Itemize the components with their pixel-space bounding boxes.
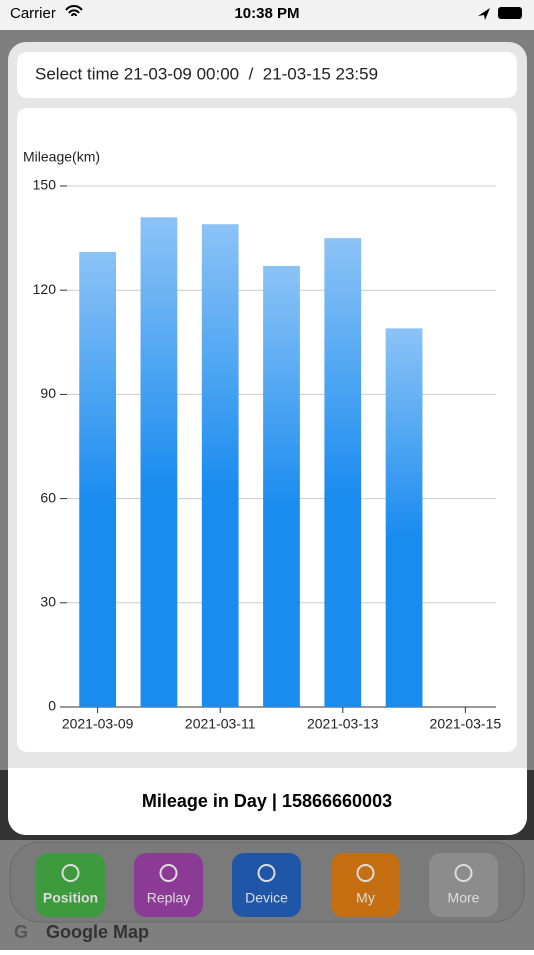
carrier: Carrier	[10, 5, 56, 22]
tab-button[interactable]	[134, 853, 203, 917]
status-bar	[0, 0, 534, 30]
tab-label[interactable]: My	[356, 890, 375, 906]
google-g: G	[14, 922, 28, 942]
y-tick-label: 60	[40, 489, 56, 505]
location-icon	[478, 8, 490, 20]
y-tick-label: 150	[33, 177, 57, 193]
map-label: Google Map	[46, 922, 149, 942]
tab-icon	[257, 864, 276, 882]
time-box[interactable]	[17, 52, 517, 98]
tab-icon	[454, 864, 473, 882]
wifi-icon	[65, 5, 83, 17]
bar	[140, 217, 178, 707]
battery-icon	[498, 7, 522, 19]
y-axis-label: Mileage(km)	[23, 149, 100, 165]
tab-button[interactable]	[429, 853, 498, 917]
bar	[79, 251, 117, 707]
bar	[385, 328, 423, 707]
clock: 10:38 PM	[234, 5, 299, 22]
tab-button[interactable]	[36, 853, 105, 917]
tab-icon	[61, 864, 80, 882]
tab-label[interactable]: Position	[43, 890, 98, 906]
tab-label[interactable]: More	[448, 890, 480, 906]
x-tick-label: 2021-03-09	[62, 716, 134, 732]
tab-button[interactable]	[331, 853, 400, 917]
y-tick-label: 120	[33, 281, 57, 297]
x-tick-label: 2021-03-15	[430, 716, 502, 732]
tab-icon	[159, 864, 178, 882]
x-tick-label: 2021-03-11	[185, 716, 256, 732]
tab-label[interactable]: Device	[245, 890, 288, 906]
tab-icon	[356, 864, 375, 882]
y-tick-label: 90	[40, 385, 56, 401]
tab-button[interactable]	[232, 853, 301, 917]
bar	[324, 238, 362, 707]
select-time[interactable]: Select time 21-03-09 00:00 / 21-03-15 23…	[35, 64, 378, 83]
footer-title: Mileage in Day | 15866660003	[142, 791, 392, 811]
bar	[263, 265, 300, 707]
bar	[201, 224, 239, 707]
tab-label[interactable]: Replay	[147, 890, 191, 906]
y-tick-label: 0	[48, 698, 56, 714]
y-tick-label: 30	[40, 594, 56, 610]
x-tick-label: 2021-03-13	[307, 716, 379, 732]
footer	[8, 768, 527, 835]
